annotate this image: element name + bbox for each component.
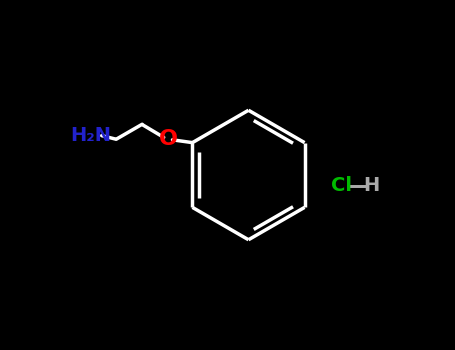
Text: O: O [158,129,177,149]
Text: H: H [363,176,379,195]
Text: H₂N: H₂N [71,126,111,145]
Text: Cl: Cl [331,176,352,195]
